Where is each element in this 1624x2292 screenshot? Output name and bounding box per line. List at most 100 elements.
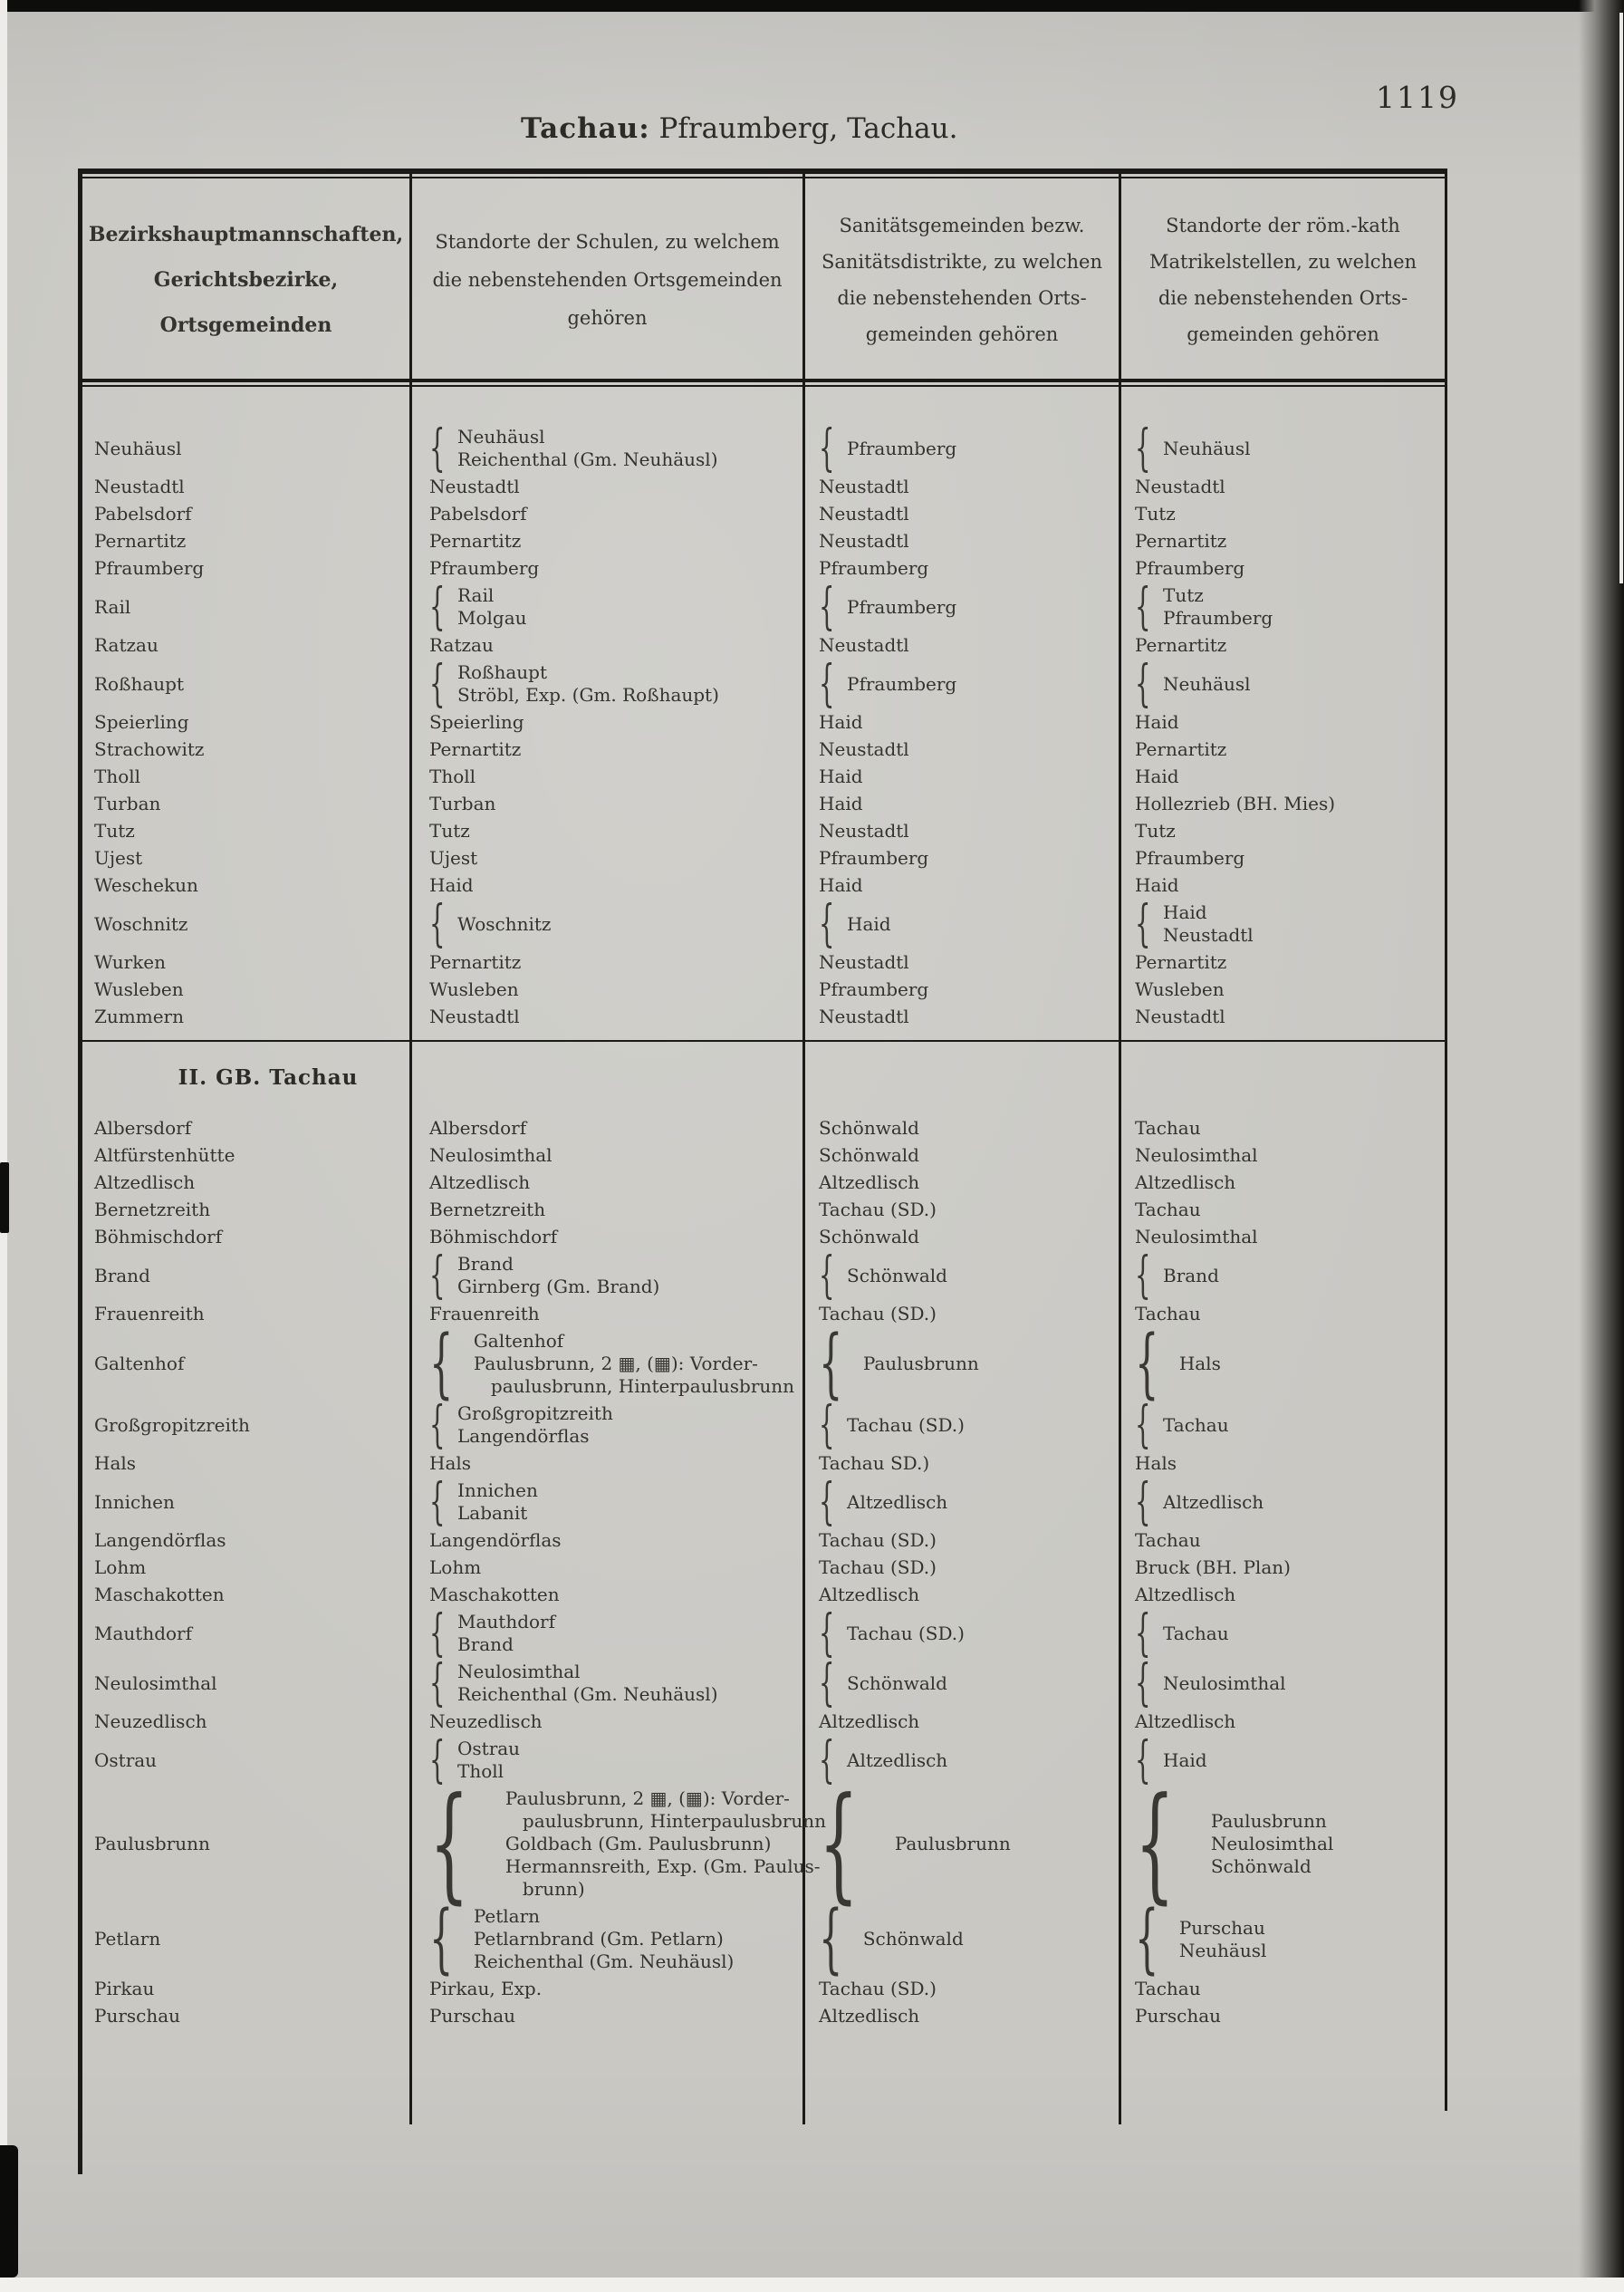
cell-gemeinde: Speierling: [78, 711, 409, 734]
header-line: die nebenstehenden Ortsgemeinden: [432, 269, 783, 291]
cell-line: Schönwald: [847, 1671, 947, 1694]
cell-schulort: Langendörflas: [409, 1529, 802, 1552]
cell-line: Innichen: [94, 1490, 175, 1513]
cell-line: Neulosimthal: [1163, 1671, 1286, 1694]
header-schools: Standorte der Schulen, zu welchem die neb…: [412, 181, 802, 379]
cell-lines: Hals: [1179, 1353, 1221, 1375]
cell-lines: Tachau: [1135, 1529, 1201, 1552]
cell-line: Hermannsreith, Exp. (Gm. Paulus-: [504, 1855, 821, 1877]
brace-glyph: {: [819, 1246, 835, 1305]
cell-lines: Roßhaupt: [94, 673, 184, 696]
cell-lines: Hals: [429, 1452, 471, 1475]
cell-line: Maschakotten: [94, 1584, 225, 1605]
cell-line: Bernetzreith: [94, 1199, 211, 1220]
cell-line: Purschau: [94, 2005, 181, 2027]
cell-line: Neustadtl: [429, 476, 520, 497]
cell-line: Molgau: [457, 607, 527, 629]
cell-line: Hals: [1178, 1353, 1221, 1374]
cell-line: Weschekun: [94, 874, 198, 896]
cell-lines: Pirkau: [94, 1978, 154, 2000]
cell-lines: Pfraumberg: [1135, 847, 1244, 870]
cell-lines: Neustadtl: [819, 634, 909, 657]
cell-lines: Brand Girnberg (Gm. Brand): [457, 1253, 659, 1298]
cell-lines: Schönwald: [847, 1265, 947, 1287]
cell-line: Ujest: [429, 847, 478, 869]
cell-lines: Paulusbrunn: [863, 1353, 979, 1375]
cell-line: Neulosimthal: [429, 1144, 553, 1166]
cell-sanitaetsgemeinde: Schönwald: [802, 1226, 1119, 1248]
cell-matrikelstelle: {Tutz Pfraumberg: [1119, 582, 1447, 631]
cell-line: Wusleben: [429, 978, 519, 1000]
cell-sanitaetsgemeinde: Altzedlisch: [802, 1710, 1119, 1733]
cell-gemeinde: Neuhäusl: [78, 426, 409, 471]
cell-sanitaetsgemeinde: Neustadtl: [802, 503, 1119, 525]
cell-lines: Brand: [1163, 1265, 1219, 1287]
cell-lines: Speierling: [429, 711, 524, 734]
cell-lines: Pernartitz: [94, 530, 186, 553]
cell-line: Altzedlisch: [819, 1171, 920, 1193]
cell-line: Paulusbrunn: [1210, 1810, 1327, 1832]
brace-glyph: {: [1135, 419, 1151, 477]
cell-gemeinde: Böhmischdorf: [78, 1226, 409, 1248]
cell-lines: Tachau: [1135, 1978, 1201, 2000]
cell-line: Brand: [94, 1264, 150, 1286]
cell-lines: Neustadtl: [94, 476, 185, 498]
header-districts: Bezirkshauptmannschaften, Gerichtsbezirke…: [82, 181, 409, 379]
brace-glyph: {: [1135, 1730, 1151, 1789]
header-line: die nebenstehenden Orts-: [1158, 287, 1408, 309]
cell-sanitaetsgemeinde: Neustadtl: [802, 951, 1119, 974]
cell-gemeinde: Zummern: [78, 1006, 409, 1028]
table-row: Hals Hals Tachau SD.) Hals: [78, 1452, 1447, 1475]
cell-line: Goldbach (Gm. Paulusbrunn): [504, 1833, 772, 1854]
cell-line: Galtenhof: [94, 1353, 185, 1374]
cell-line: Galtenhof: [473, 1330, 564, 1352]
cell-lines: Wurken: [94, 951, 166, 974]
cell-line: Schönwald: [1210, 1855, 1312, 1877]
cell-schulort: Wusleben: [409, 978, 802, 1001]
cell-matrikelstelle: Neustadtl: [1119, 476, 1447, 498]
cell-gemeinde: Tholl: [78, 766, 409, 788]
cell-line: Altzedlisch: [1135, 1710, 1236, 1732]
cell-gemeinde: Brand: [78, 1253, 409, 1298]
table-border-right: [1445, 169, 1447, 2111]
table-row: Albersdorf Albersdorf Schönwald Tachau: [78, 1117, 1447, 1140]
brace-glyph: {: [1135, 1653, 1151, 1712]
cell-lines: Innichen: [94, 1491, 175, 1514]
cell-line: Ostrau: [457, 1738, 521, 1759]
table-row: Galtenhof{Galtenhof Paulusbrunn, 2 ▦, (▦)…: [78, 1325, 1447, 1401]
cell-line: Maschakotten: [429, 1584, 560, 1605]
cell-schulort: Hals: [409, 1452, 802, 1475]
cell-lines: Haid: [819, 874, 863, 897]
cell-lines: Ratzau: [429, 634, 494, 657]
cell-lines: Neustadtl: [429, 1006, 520, 1028]
cell-sanitaetsgemeinde: Tachau (SD.): [802, 1556, 1119, 1579]
table-row: Neuhäusl{Neuhäusl Reichenthal (Gm. Neuhäu…: [78, 419, 1447, 477]
scan-edge-top: [0, 0, 1624, 12]
cell-lines: Tachau: [1163, 1623, 1229, 1645]
cell-lines: Schönwald: [819, 1226, 919, 1248]
cell-line: Roßhaupt: [94, 672, 184, 695]
brace-glyph: {: [1135, 894, 1151, 953]
cell-lines: Pabelsdorf: [94, 503, 192, 525]
cell-lines: Tachau (SD.): [819, 1199, 937, 1221]
brace-glyph: {: [819, 577, 835, 636]
section-heading: II. GB. Tachau: [178, 1065, 359, 1090]
cell-lines: Pernartitz: [429, 738, 521, 761]
cell-line: Strachowitz: [94, 738, 205, 760]
table-row: Großgropitzreith{Großgropitzreith Langend…: [78, 1400, 1447, 1449]
cell-schulort: {Großgropitzreith Langendörflas: [409, 1400, 802, 1449]
cell-lines: Hals: [94, 1452, 136, 1475]
cell-line: Wusleben: [94, 978, 184, 1000]
cell-line: paulusbrunn, Hinterpaulusbrunn: [504, 1810, 827, 1832]
cell-gemeinde: Altfürstenhütte: [78, 1144, 409, 1167]
cell-sanitaetsgemeinde: Neustadtl: [802, 820, 1119, 843]
cell-lines: Zummern: [94, 1006, 184, 1028]
cell-line: Speierling: [429, 711, 524, 733]
brace-glyph: {: [429, 419, 446, 477]
cell-lines: Tachau (SD.): [819, 1303, 937, 1325]
cell-lines: Turban: [429, 793, 495, 815]
table-row: Roßhaupt{Roßhaupt Ströbl, Exp. (Gm. Roßha…: [78, 659, 1447, 708]
cell-matrikelstelle: Neulosimthal: [1119, 1226, 1447, 1248]
page-title-courts: Pfraumberg, Tachau.: [649, 112, 958, 145]
cell-line: Altzedlisch: [94, 1171, 196, 1193]
